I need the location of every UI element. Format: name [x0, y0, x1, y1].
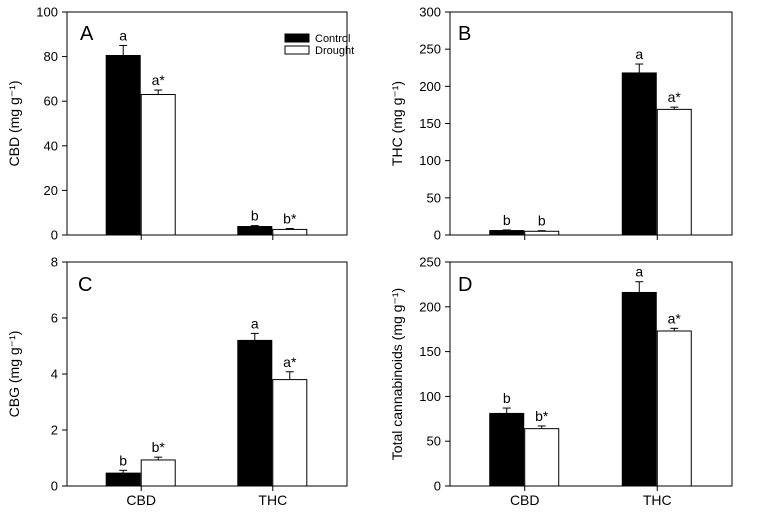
panel-b-sig-label-control-cbd: b — [503, 212, 511, 228]
panel-c-ytick-label-0: 0 — [51, 479, 58, 494]
panel-c-ytick-label-1: 2 — [51, 423, 58, 438]
panel-b-ytick-label-3: 150 — [419, 116, 441, 131]
panel-c-bar-drought-thc — [272, 379, 308, 487]
panel-b-ytick-label-6: 300 — [419, 5, 441, 20]
panel-b-sig-label-drought-cbd: b — [538, 213, 546, 229]
panel-c-sig-label-control-cbd: b — [119, 452, 127, 468]
panel-c-ytick-label-2: 4 — [51, 367, 58, 382]
panel-c-sig-label-drought-cbd: b* — [152, 439, 166, 455]
panel-b-letter: B — [458, 23, 471, 45]
panel-d-bar-drought-cbd — [524, 428, 560, 487]
panel-b-ytick-label-2: 100 — [419, 153, 441, 168]
panel-b-ytick-label-0: 0 — [434, 228, 441, 243]
panel-b-bar-drought-thc — [656, 108, 692, 236]
panel-a-ytick-label-5: 100 — [36, 5, 58, 20]
panel-c-ytick-label-4: 8 — [51, 255, 58, 270]
panel-d-ytick-label-2: 100 — [419, 389, 441, 404]
panel-c-ylabel: CBG (mg g⁻¹) — [6, 331, 22, 418]
panel-b-bar-drought-cbd — [524, 230, 560, 236]
panel-b-ytick-label-5: 250 — [419, 42, 441, 57]
panel-d-category-label-0: CBD — [510, 492, 540, 508]
panel-d-sig-label-control-thc: a — [635, 264, 643, 280]
panel-d-ytick-label-3: 150 — [419, 344, 441, 359]
panel-a-bar-drought-thc — [272, 228, 308, 236]
panel-c-category-label-1: THC — [258, 492, 287, 508]
panel-c-letter: C — [78, 274, 92, 296]
panel-d-frame — [449, 261, 733, 487]
panel-b-bar-control-cbd — [489, 230, 525, 236]
panel-a-sig-label-control-thc: b — [251, 208, 259, 224]
panel-a: 0 20 40 60 80 100 CBD (mg g⁻¹) A a a* b b* ControlDr… — [6, 5, 354, 243]
panel-a-ylabel: CBD (mg g⁻¹) — [6, 81, 22, 167]
panel-d: 0 50 100 150 200 250 CBD THC Total cannabinoids … — [389, 255, 733, 508]
panel-d-ytick-label-4: 200 — [419, 299, 441, 314]
panel-a-letter: A — [80, 23, 94, 45]
panel-d-ylabel: Total cannabinoids (mg g⁻¹) — [389, 288, 405, 460]
panel-d-bar-control-thc — [621, 291, 657, 487]
panel-a-ytick-label-0: 0 — [51, 228, 58, 243]
panel-d-sig-label-drought-cbd: b* — [535, 408, 549, 424]
panel-d-sig-label-control-cbd: b — [503, 390, 511, 406]
panel-b: 0 50 100 150 200 250 300 THC (mg g⁻¹) Bb b a a* — [389, 5, 733, 243]
panel-a-bar-control-thc — [237, 226, 273, 236]
panel-c-sig-label-drought-thc: a* — [283, 354, 297, 370]
panel-d-ytick-label-0: 0 — [434, 479, 441, 494]
panel-a-ytick-label-2: 40 — [44, 138, 58, 153]
panel-a-ytick-label-1: 20 — [44, 183, 58, 198]
panel-c-sig-label-control-thc: a — [251, 315, 259, 331]
panel-a-bar-drought-cbd — [140, 94, 176, 236]
panel-b-bar-control-thc — [621, 72, 657, 236]
panel-a-bar-control-cbd — [105, 54, 141, 236]
panel-a-legend-label-control: Control — [315, 33, 350, 45]
panel-d-bar-drought-thc — [656, 330, 692, 487]
panel-c-bar-control-thc — [237, 339, 273, 487]
panel-a-sig-label-control-cbd: a — [119, 27, 127, 43]
panel-a-sig-label-drought-thc: b* — [283, 211, 297, 227]
panel-a-legend-swatch-drought — [284, 45, 310, 55]
panel-b-sig-label-drought-thc: a* — [668, 89, 682, 105]
panel-a-legend-label-drought: Drought — [315, 45, 354, 57]
panel-c-bar-control-cbd — [105, 472, 141, 487]
panel-d-bar-control-cbd — [489, 412, 525, 487]
panel-d-sig-label-drought-thc: a* — [668, 310, 682, 326]
panel-a-ytick-label-4: 80 — [44, 49, 58, 64]
panel-c: 0 2 4 6 8 CBD THC CBG (mg g⁻¹) Cb b* a a* — [6, 255, 348, 508]
panel-b-ylabel: THC (mg g⁻¹) — [389, 81, 405, 166]
panel-b-sig-label-control-thc: a — [635, 46, 643, 62]
panel-d-category-label-1: THC — [643, 492, 672, 508]
panel-d-letter: D — [458, 274, 472, 296]
panel-c-category-label-0: CBD — [126, 492, 156, 508]
panel-d-ytick-label-1: 50 — [427, 434, 441, 449]
panel-d-ytick-label-5: 250 — [419, 255, 441, 270]
panel-c-bar-drought-cbd — [140, 459, 176, 487]
panel-c-ytick-label-3: 6 — [51, 311, 58, 326]
panel-a-legend-swatch-control — [284, 33, 310, 43]
panel-b-ytick-label-1: 50 — [427, 190, 441, 205]
panel-a-ytick-label-3: 60 — [44, 94, 58, 109]
panel-b-ytick-label-4: 200 — [419, 79, 441, 94]
panel-a-frame — [66, 11, 348, 236]
panel-a-sig-label-drought-cbd: a* — [152, 72, 166, 88]
